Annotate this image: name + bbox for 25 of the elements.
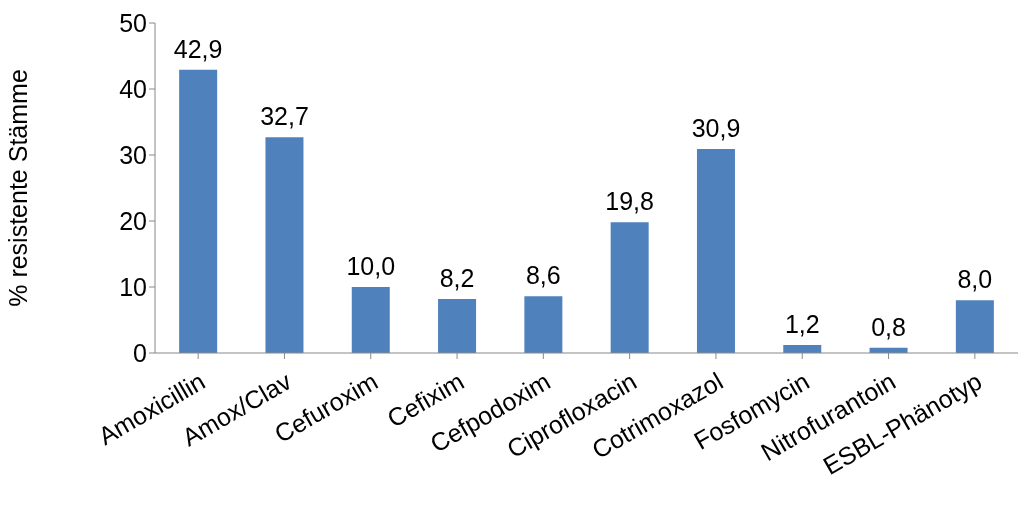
data-label: 1,2 xyxy=(784,310,820,339)
bar xyxy=(179,69,218,353)
bar xyxy=(955,300,994,353)
bar xyxy=(438,298,477,353)
y-tick-label: 20 xyxy=(119,206,147,235)
y-tick-label: 0 xyxy=(133,338,147,367)
bar xyxy=(610,222,649,353)
bar xyxy=(265,137,304,353)
data-label: 8,2 xyxy=(439,263,475,292)
bar xyxy=(351,287,390,353)
y-axis-title: % resistente Stämme xyxy=(3,69,32,307)
data-label: 19,8 xyxy=(605,187,654,216)
y-tick-label: 40 xyxy=(119,74,147,103)
y-tick-label: 50 xyxy=(119,8,147,37)
data-label: 10,0 xyxy=(346,252,396,280)
data-label: 30,9 xyxy=(691,114,741,143)
bar xyxy=(696,149,735,353)
data-label: 32,7 xyxy=(260,102,309,131)
y-tick-label: 10 xyxy=(119,272,147,301)
bar xyxy=(524,296,563,353)
data-label: 8,0 xyxy=(957,265,993,294)
data-label: 0,8 xyxy=(871,312,906,341)
y-tick-label: 30 xyxy=(119,140,147,169)
data-label: 42,9 xyxy=(173,34,223,63)
data-label: 8,6 xyxy=(525,261,561,290)
